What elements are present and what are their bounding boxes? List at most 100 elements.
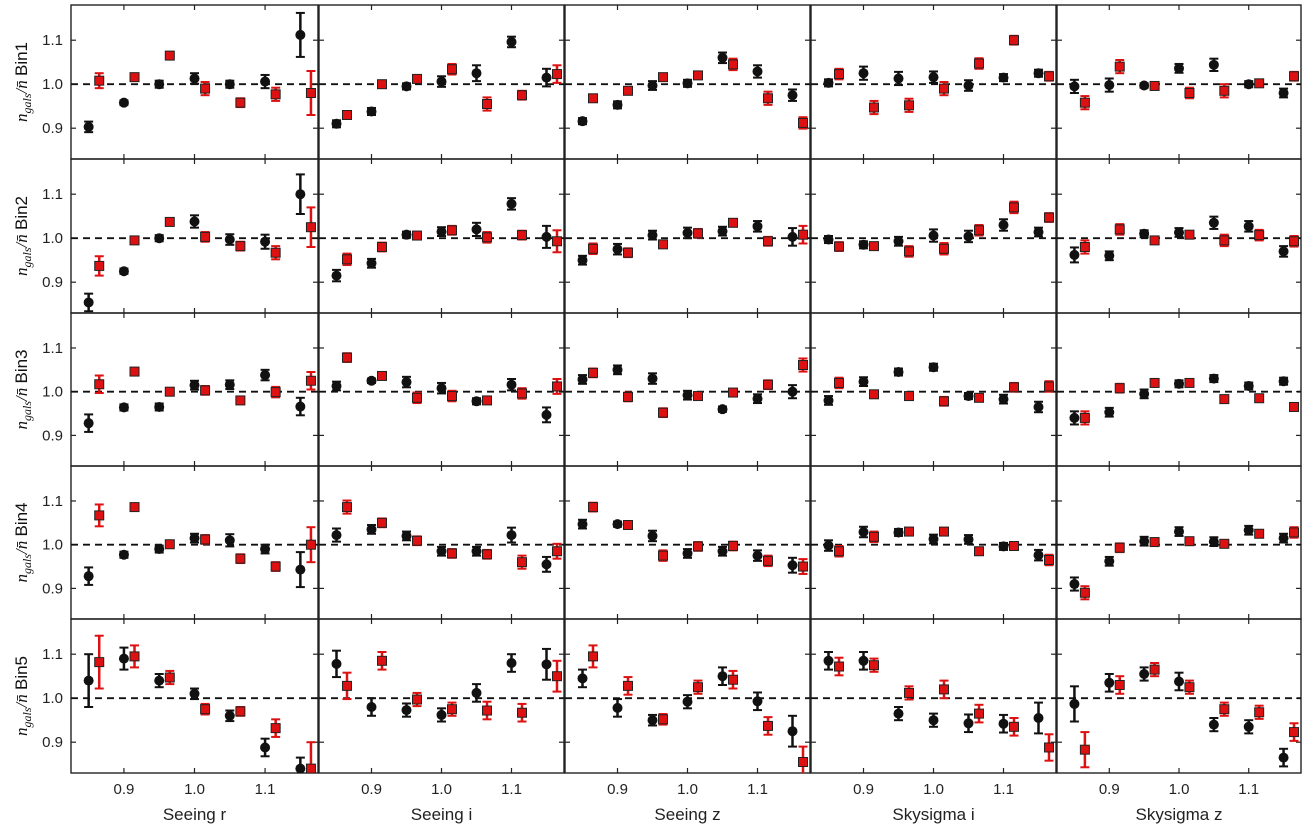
red-point [342, 680, 352, 691]
black-point [893, 73, 904, 84]
red-point [482, 705, 492, 716]
black-point [612, 364, 623, 375]
black-point [118, 266, 129, 277]
red-point [552, 236, 562, 247]
red-point [1114, 383, 1125, 394]
panel-bin3-col2 [318, 312, 565, 467]
red-point [1219, 85, 1230, 96]
black-point [893, 367, 904, 378]
black-point [506, 36, 517, 47]
black-point [83, 297, 94, 308]
black-point [682, 696, 693, 707]
black-point [893, 527, 904, 538]
black-point [647, 80, 658, 91]
black-point [998, 718, 1009, 729]
black-point [577, 255, 588, 266]
black-point [823, 655, 834, 666]
black-point [858, 655, 869, 666]
red-point [1184, 682, 1195, 693]
red-point [164, 672, 175, 683]
red-point [1044, 742, 1054, 753]
y-tick-label: 1.1 [42, 186, 63, 203]
y-axis-labels: ngals/n̄ Bin1 ngals/n̄ Bin2 ngals/n̄ Bin3 n… [12, 42, 34, 736]
red-point [200, 534, 211, 545]
black-point [1139, 388, 1150, 399]
black-point [366, 258, 377, 269]
panel-frame [1056, 4, 1302, 160]
panel-frame [564, 312, 811, 467]
black-point [541, 659, 552, 670]
y-tick-label: 1.1 [42, 32, 63, 49]
black-point [577, 673, 588, 684]
black-point [823, 540, 834, 551]
x-axis-labels: Seeing r Seeing i Seeing z Skysigma i Skysig… [163, 805, 1223, 824]
panel-frame [810, 618, 1057, 774]
red-point [270, 561, 281, 572]
red-point [693, 228, 703, 239]
red-point [1254, 393, 1265, 404]
red-point [412, 392, 422, 403]
y-tick-label: 1.0 [42, 230, 63, 247]
x-axis-label: Seeing r [163, 805, 227, 824]
black-point [224, 379, 235, 390]
panel-data [823, 651, 1054, 762]
red-point [939, 526, 949, 537]
black-point [189, 380, 200, 391]
panel-data [331, 499, 562, 573]
panel-grid: 0.9 1.0 1.1 0.9 1.0 1.1 0.9 1.0 1.1 0.9 1.0 1.1 0.9 1… [42, 4, 1302, 798]
black-point [823, 234, 834, 245]
panel-data [1069, 215, 1300, 264]
red-point [1254, 707, 1265, 718]
y-tick-label: 0.9 [42, 580, 63, 597]
y-axis-label-bin4: ngals/n̄ Bin4 [12, 502, 34, 582]
black-point [1069, 698, 1080, 709]
red-point [94, 379, 105, 390]
black-point [787, 560, 798, 571]
black-point [295, 189, 306, 200]
panel-bin5-col2: 0.9 1.0 1.1 [318, 618, 565, 798]
red-point [517, 230, 527, 241]
red-point [1009, 202, 1019, 213]
black-point [1104, 407, 1115, 418]
black-point [612, 244, 623, 255]
black-point [787, 386, 798, 397]
red-point [1079, 587, 1090, 598]
panel-frame [1056, 312, 1302, 467]
black-point [506, 379, 517, 390]
red-point [1009, 35, 1019, 46]
red-point [447, 391, 457, 402]
black-point [752, 221, 763, 232]
red-point [1184, 88, 1195, 98]
panel-frame [564, 465, 811, 620]
black-point [577, 116, 588, 127]
black-point [1033, 227, 1044, 238]
black-point [436, 76, 447, 87]
red-point [904, 100, 914, 111]
red-point [342, 254, 352, 265]
black-point [1278, 88, 1289, 98]
black-point [998, 394, 1009, 405]
red-point [200, 704, 211, 715]
black-point [1243, 381, 1254, 392]
red-point [129, 651, 140, 662]
x-axis-label: Seeing z [654, 805, 720, 824]
red-point [869, 241, 879, 252]
red-point [552, 69, 562, 80]
black-point [1208, 536, 1219, 547]
red-point [763, 720, 773, 731]
black-point [612, 99, 623, 110]
red-point [728, 217, 738, 228]
x-tick-label: 1.1 [255, 781, 276, 798]
red-point [658, 239, 668, 250]
panel-data [823, 200, 1054, 258]
red-point [129, 502, 140, 513]
black-point [858, 376, 869, 387]
black-point [998, 220, 1009, 230]
black-point [998, 541, 1009, 552]
panel-data [577, 217, 808, 266]
black-point [436, 226, 447, 237]
black-point [998, 72, 1009, 83]
black-point [1104, 250, 1115, 261]
panel-bin2-col5 [1056, 158, 1302, 314]
black-point [1278, 376, 1289, 387]
